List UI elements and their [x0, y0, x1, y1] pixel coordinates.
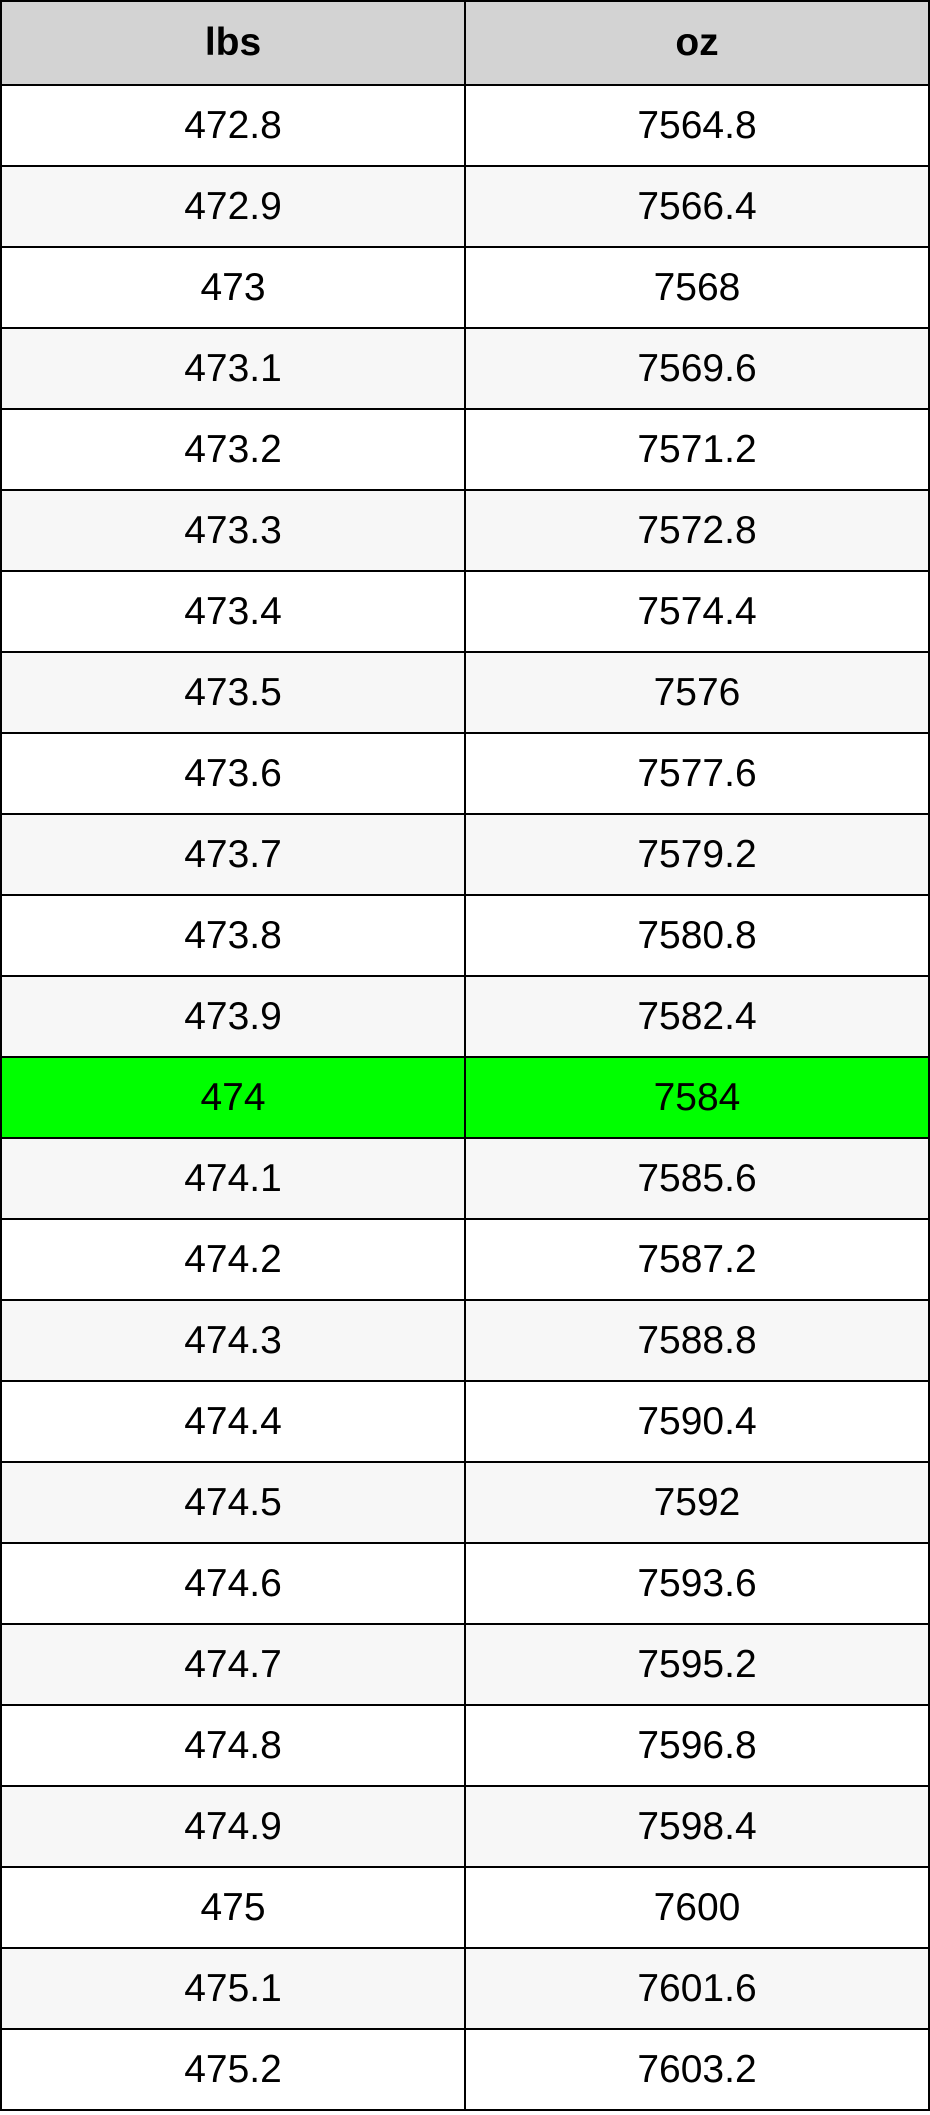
table-cell: 7571.2 [466, 410, 930, 491]
table-cell: 7577.6 [466, 734, 930, 815]
table-cell: 7600 [466, 1868, 930, 1949]
table-cell: 7601.6 [466, 1949, 930, 2030]
table-cell: 7569.6 [466, 329, 930, 410]
table-cell: 475.1 [2, 1949, 466, 2030]
table-cell: 475.2 [2, 2030, 466, 2111]
table-cell: 7584 [466, 1058, 930, 1139]
table-cell: 7572.8 [466, 491, 930, 572]
table-cell: 472.8 [2, 86, 466, 167]
table-cell: 7582.4 [466, 977, 930, 1058]
table-cell: 473.8 [2, 896, 466, 977]
table-cell: 7592 [466, 1463, 930, 1544]
table-cell: 475 [2, 1868, 466, 1949]
table-cell: 473.2 [2, 410, 466, 491]
header-cell: oz [466, 2, 930, 86]
table-cell: 7564.8 [466, 86, 930, 167]
table-cell: 474.4 [2, 1382, 466, 1463]
table-cell: 474.3 [2, 1301, 466, 1382]
table-cell: 474.5 [2, 1463, 466, 1544]
table-cell: 474.7 [2, 1625, 466, 1706]
table-cell: 473.1 [2, 329, 466, 410]
table-cell: 7587.2 [466, 1220, 930, 1301]
table-cell: 473.3 [2, 491, 466, 572]
table-cell: 474.8 [2, 1706, 466, 1787]
table-cell: 7574.4 [466, 572, 930, 653]
table-cell: 7580.8 [466, 896, 930, 977]
table-cell: 7579.2 [466, 815, 930, 896]
table-cell: 7576 [466, 653, 930, 734]
table-cell: 473.4 [2, 572, 466, 653]
table-cell: 7568 [466, 248, 930, 329]
table-cell: 473 [2, 248, 466, 329]
table-cell: 7598.4 [466, 1787, 930, 1868]
table-cell: 473.9 [2, 977, 466, 1058]
table-cell: 7588.8 [466, 1301, 930, 1382]
table-cell: 7593.6 [466, 1544, 930, 1625]
header-cell: lbs [2, 2, 466, 86]
table-cell: 7596.8 [466, 1706, 930, 1787]
table-cell: 474.6 [2, 1544, 466, 1625]
table-cell: 473.5 [2, 653, 466, 734]
table-cell: 474.2 [2, 1220, 466, 1301]
table-cell: 474.9 [2, 1787, 466, 1868]
table-cell: 473.6 [2, 734, 466, 815]
table-cell: 472.9 [2, 167, 466, 248]
table-cell: 474 [2, 1058, 466, 1139]
table-cell: 7566.4 [466, 167, 930, 248]
table-cell: 474.1 [2, 1139, 466, 1220]
table-cell: 7603.2 [466, 2030, 930, 2111]
table-cell: 473.7 [2, 815, 466, 896]
table-cell: 7585.6 [466, 1139, 930, 1220]
table-cell: 7595.2 [466, 1625, 930, 1706]
table-cell: 7590.4 [466, 1382, 930, 1463]
